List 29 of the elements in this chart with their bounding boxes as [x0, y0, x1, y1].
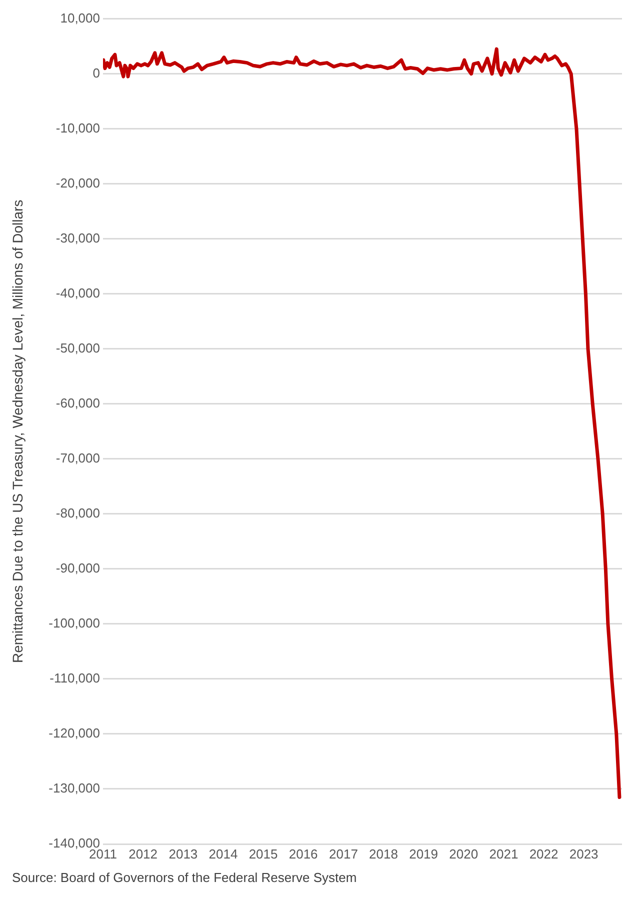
y-tick-label: -60,000 [56, 395, 100, 410]
x-tick-label: 2014 [208, 846, 238, 862]
y-tick-label: -20,000 [56, 175, 100, 190]
x-tick-label: 2018 [369, 846, 398, 862]
y-tick-label: -100,000 [48, 616, 100, 631]
source-note: Source: Board of Governors of the Federal Reserve System [12, 870, 358, 885]
y-tick-label: -40,000 [56, 285, 100, 300]
y-tick-label: -120,000 [48, 726, 100, 741]
x-tick-label: 2019 [409, 846, 438, 862]
y-tick-label: -90,000 [56, 560, 100, 576]
x-tick-label: 2021 [489, 846, 518, 862]
y-tick-label: -80,000 [56, 506, 100, 520]
y-tick-label: -110,000 [50, 670, 100, 686]
y-tick-label: 10,000 [60, 10, 100, 26]
x-tick-label: 2023 [569, 846, 598, 862]
y-tick-label: 0 [92, 65, 100, 80]
x-tick-label: 2013 [168, 846, 198, 862]
x-tick-label: 2022 [529, 846, 558, 862]
y-tick-label: -130,000 [48, 780, 100, 796]
x-tick-label: 2016 [288, 846, 318, 862]
x-tick-label: 2017 [329, 846, 358, 862]
y-tick-label: -30,000 [56, 230, 100, 246]
x-tick-label: 2012 [128, 846, 158, 862]
x-tick-label: 2020 [449, 846, 478, 862]
x-tick-label: 2015 [248, 846, 278, 862]
y-tick-label: -50,000 [56, 340, 100, 356]
y-tick-label: -70,000 [56, 450, 100, 466]
y-axis-title: Remittances Due to the US Treasury, Wednesday Level, Millions of Dollars [9, 200, 26, 664]
y-tick-label: -10,000 [56, 120, 100, 136]
